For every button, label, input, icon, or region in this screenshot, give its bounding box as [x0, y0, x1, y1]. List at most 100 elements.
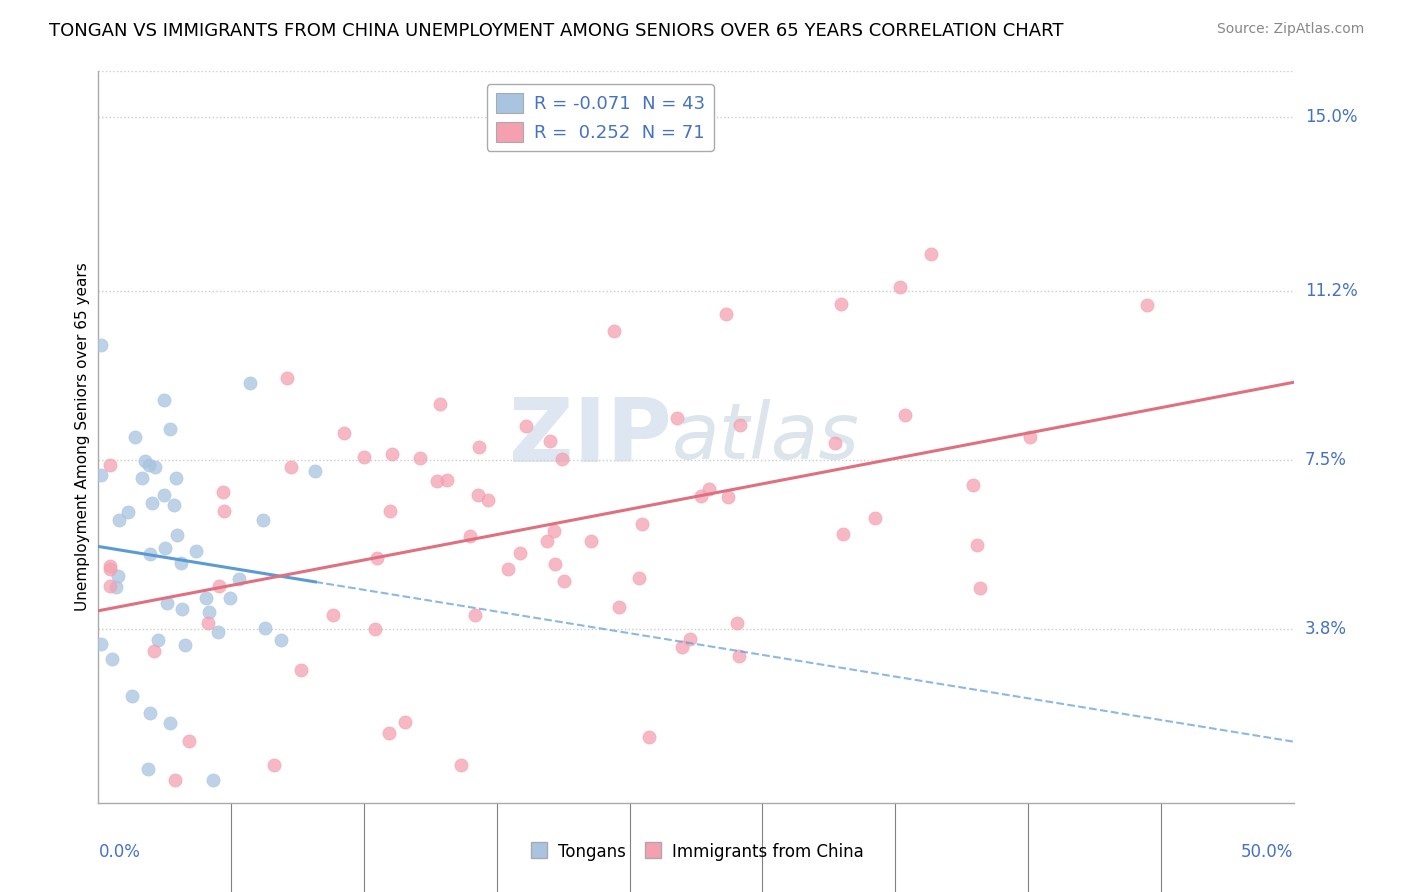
Point [208, 579, 231, 593]
Point [322, 608, 344, 623]
Point [544, 557, 567, 571]
Point [436, 473, 458, 487]
Point [98, 579, 122, 593]
Point [134, 454, 156, 468]
Point [378, 503, 401, 517]
Point [824, 435, 846, 450]
Point [426, 474, 449, 488]
Text: 7.5%: 7.5% [1305, 451, 1347, 469]
Point [966, 539, 988, 553]
Point [699, 483, 721, 497]
Point [496, 562, 519, 576]
Point [579, 534, 602, 549]
Point [717, 490, 740, 504]
Text: ZIP: ZIP [509, 393, 672, 481]
Point [100, 652, 122, 666]
Point [165, 470, 187, 484]
Point [543, 524, 565, 538]
Point [98, 562, 122, 576]
Point [607, 600, 630, 615]
Point [239, 376, 262, 391]
Point [156, 596, 179, 610]
Point [725, 616, 748, 631]
Point [141, 496, 163, 510]
Point [394, 714, 416, 729]
Text: 11.2%: 11.2% [1305, 282, 1357, 300]
Point [166, 527, 188, 541]
Point [263, 757, 285, 772]
Point [509, 546, 531, 560]
Point [366, 550, 388, 565]
Point [152, 392, 174, 407]
Point [665, 411, 688, 425]
Text: 0.0%: 0.0% [98, 843, 141, 861]
Point [553, 574, 575, 588]
Point [280, 459, 302, 474]
Point [197, 615, 219, 630]
Point [252, 513, 274, 527]
Point [253, 621, 276, 635]
Point [477, 492, 499, 507]
Point [515, 418, 537, 433]
Point [889, 279, 911, 293]
Point [893, 408, 915, 422]
Text: 3.8%: 3.8% [1305, 620, 1347, 638]
Point [353, 450, 375, 465]
Point [538, 434, 561, 448]
Point [1136, 298, 1159, 312]
Point [131, 471, 153, 485]
Point [90, 637, 112, 651]
Point [170, 556, 193, 570]
Point [139, 547, 162, 561]
Point [143, 460, 166, 475]
Point [728, 417, 751, 432]
Text: Source: ZipAtlas.com: Source: ZipAtlas.com [1216, 22, 1364, 37]
Point [159, 716, 181, 731]
Point [830, 296, 852, 310]
Legend: Tongans, Immigrants from China: Tongans, Immigrants from China [522, 836, 870, 868]
Point [159, 422, 181, 436]
Point [716, 307, 738, 321]
Point [920, 246, 942, 260]
Point [121, 689, 143, 703]
Point [631, 517, 654, 532]
Point [536, 534, 558, 549]
Point [364, 622, 387, 636]
Point [276, 371, 298, 385]
Point [177, 734, 200, 748]
Point [228, 572, 250, 586]
Point [727, 649, 749, 664]
Point [638, 730, 661, 744]
Point [333, 425, 356, 440]
Point [139, 706, 162, 720]
Point [90, 337, 112, 351]
Point [98, 458, 122, 473]
Point [270, 633, 292, 648]
Point [290, 664, 312, 678]
Point [201, 772, 224, 787]
Point [671, 640, 693, 654]
Point [962, 478, 984, 492]
Point [450, 758, 472, 772]
Point [108, 513, 131, 527]
Point [98, 559, 122, 574]
Point [163, 498, 186, 512]
Point [165, 772, 187, 787]
Point [104, 580, 127, 594]
Y-axis label: Unemployment Among Seniors over 65 years: Unemployment Among Seniors over 65 years [75, 263, 90, 611]
Point [138, 762, 160, 776]
Point [90, 468, 112, 483]
Point [195, 591, 218, 606]
Point [146, 632, 169, 647]
Point [170, 602, 193, 616]
Point [124, 430, 146, 444]
Text: 15.0%: 15.0% [1305, 108, 1357, 126]
Point [212, 485, 235, 500]
Point [381, 447, 404, 461]
Point [378, 726, 401, 740]
Point [832, 527, 855, 541]
Text: 50.0%: 50.0% [1241, 843, 1294, 861]
Point [467, 488, 489, 502]
Point [408, 451, 430, 466]
Text: atlas: atlas [672, 399, 860, 475]
